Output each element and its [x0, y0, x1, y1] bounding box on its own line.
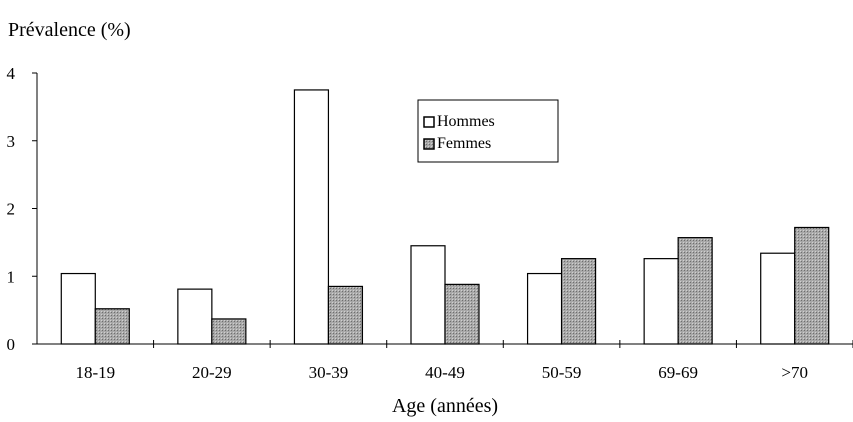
legend-swatch-femmes — [423, 138, 435, 150]
x-tick-label: 50-59 — [542, 363, 582, 382]
x-axis-title: Age (années) — [392, 395, 498, 417]
x-tick-label: 40-49 — [425, 363, 465, 382]
x-tick-label: 18-19 — [75, 363, 115, 382]
y-tick-label: 3 — [7, 132, 16, 151]
bar-hommes-5 — [526, 272, 563, 345]
bar-hommes-6 — [643, 258, 679, 345]
bar-hommes-4 — [410, 245, 446, 345]
x-tick-label: 30-39 — [309, 363, 349, 382]
y-axis-title: Prévalence (%) — [8, 19, 131, 41]
bar-femmes-6 — [677, 237, 713, 345]
y-tick-label: 4 — [7, 64, 16, 83]
x-tick-label: 20-29 — [192, 363, 232, 382]
legend-swatch-hommes — [423, 116, 435, 128]
bar-hommes-7 — [760, 252, 796, 345]
bars — [60, 89, 830, 345]
bar-femmes-4 — [444, 283, 480, 345]
legend-box — [417, 99, 559, 163]
legend-label-femmes: Femmes — [437, 135, 491, 152]
x-tick-label: >70 — [781, 363, 808, 382]
bar-femmes-7 — [794, 226, 830, 345]
legend-label-hommes: Hommes — [437, 113, 495, 130]
x-axis-ticks: 18-19 20-29 30-39 40-49 50-59 69-69 >70 — [75, 340, 853, 382]
y-tick-label: 1 — [7, 267, 16, 286]
bar-hommes-2 — [177, 288, 213, 345]
y-axis-ticks: 0 1 2 3 4 — [7, 64, 37, 354]
y-tick-label: 2 — [7, 200, 16, 219]
bar-femmes-2 — [211, 318, 247, 345]
bar-femmes-5 — [560, 258, 597, 345]
bar-femmes-1 — [94, 308, 130, 345]
bar-femmes-3 — [327, 285, 364, 345]
x-tick-label: 69-69 — [658, 363, 698, 382]
y-tick-label: 0 — [7, 335, 16, 354]
bar-hommes-3 — [293, 89, 330, 345]
bar-hommes-1 — [60, 272, 96, 345]
legend: Hommes Femmes — [417, 99, 559, 163]
